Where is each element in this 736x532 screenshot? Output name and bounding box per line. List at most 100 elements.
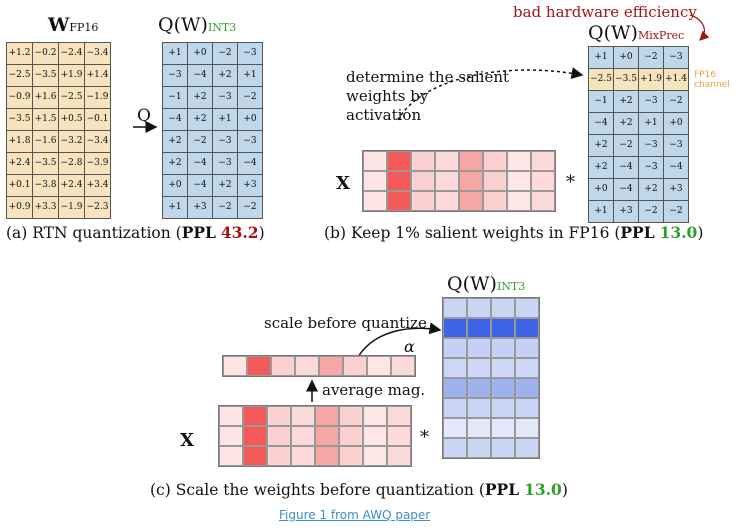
fp16-label-line1: FP16	[694, 70, 717, 80]
matrix-cell: −2	[638, 200, 664, 223]
matrix-cell: −3	[638, 90, 664, 113]
fp16-weight-matrix: +1.2 −0.2 −2.4 −3.4 −2.5 −3.5 +1.9 +1.4 −0.9 +1.6…	[6, 42, 111, 219]
q-int3-header-c: Q(W)INT3	[447, 273, 525, 295]
caption-a-pre: (a) RTN quantization (	[6, 224, 182, 242]
heat-cell	[467, 358, 491, 378]
alpha-symbol: α	[404, 337, 415, 356]
figure-source-link[interactable]: Figure 1 from AWQ paper	[279, 508, 431, 522]
heat-cell	[315, 406, 339, 426]
heat-cell	[243, 446, 267, 466]
matrix-cell: +2	[588, 134, 614, 157]
matrix-cell: +1	[162, 196, 188, 219]
matrix-cell: +3	[663, 178, 689, 201]
matrix-cell: −3.8	[32, 174, 59, 197]
multiply-b: *	[566, 172, 575, 193]
caption-a: (a) RTN quantization (PPL 43.2)	[6, 223, 265, 242]
matrix-cell: −2.4	[58, 42, 85, 65]
q-sub-b: MixPrec	[637, 29, 685, 42]
heat-cell	[515, 338, 539, 358]
matrix-cell: −3	[638, 134, 664, 157]
matrix-cell: +0.5	[58, 108, 85, 131]
heat-cell	[443, 378, 467, 398]
caption-c-post: )	[561, 481, 568, 499]
matrix-row: +2 −2 −3 −3	[588, 134, 689, 157]
multiply-c: *	[420, 427, 429, 448]
matrix-cell: −1.6	[32, 130, 59, 153]
heat-cell	[271, 356, 295, 376]
heat-cell	[291, 406, 315, 426]
fp16-channel-label: FP16 channel	[694, 70, 730, 90]
salient-dashed-arrow	[397, 67, 584, 121]
heat-cell	[243, 426, 267, 446]
heat-cell	[491, 378, 515, 398]
heat-cell	[367, 356, 391, 376]
matrix-cell: +3.4	[84, 174, 111, 197]
heat-cell	[531, 191, 555, 211]
matrix-row: +0.9 +3.3 −1.9 −2.3	[6, 196, 111, 219]
q-symbol-b: Q(W)	[588, 22, 638, 44]
matrix-cell: +2.4	[6, 152, 33, 175]
caption-b: (b) Keep 1% salient weights in FP16 (PPL…	[324, 223, 703, 242]
heat-cell	[467, 318, 491, 338]
heat-cell	[411, 191, 435, 211]
fp16-label-line2: channel	[694, 80, 730, 90]
heat-cell	[267, 406, 291, 426]
average-mag-strip	[222, 355, 416, 377]
heat-cell	[467, 398, 491, 418]
matrix-row: +1 +3 −2 −2	[162, 196, 263, 219]
heat-cell	[387, 171, 411, 191]
matrix-cell: +1.6	[32, 86, 59, 109]
salient-line-2: weights by	[346, 87, 429, 105]
matrix-cell: +3	[187, 196, 213, 219]
matrix-cell: −3	[663, 134, 689, 157]
salient-annotation: determine the salient weights by activat…	[346, 68, 509, 125]
heat-cell	[443, 318, 467, 338]
matrix-cell: −4	[187, 152, 213, 175]
matrix-cell: −0.2	[32, 42, 59, 65]
matrix-row: +2 −2 −3 −3	[162, 130, 263, 153]
heat-cell	[491, 398, 515, 418]
heat-cell	[515, 358, 539, 378]
heat-cell	[507, 171, 531, 191]
heat-cell	[387, 426, 411, 446]
matrix-cell: −1	[162, 86, 188, 109]
matrix-cell: −3	[638, 156, 664, 179]
activation-heatmap-b	[362, 150, 556, 212]
heat-cell	[391, 356, 415, 376]
salient-line-1: determine the salient	[346, 68, 510, 86]
heat-cell	[443, 298, 467, 318]
matrix-cell: −2	[237, 196, 263, 219]
matrix-cell: +3	[613, 200, 639, 223]
heat-cell	[483, 151, 507, 171]
heat-cell	[343, 356, 367, 376]
heat-cell	[443, 418, 467, 438]
matrix-cell: −4	[162, 108, 188, 131]
matrix-row: +1 +3 −2 −2	[588, 200, 689, 223]
matrix-cell: +0	[588, 178, 614, 201]
heat-cell	[363, 446, 387, 466]
matrix-cell: −4	[588, 112, 614, 135]
matrix-cell: −3	[663, 46, 689, 69]
heat-cell	[491, 298, 515, 318]
matrix-cell: +2	[588, 156, 614, 179]
matrix-cell: +0	[187, 42, 213, 65]
average-annotation: average mag.	[322, 381, 426, 399]
scale-annotation: scale before quantize	[264, 314, 427, 332]
hardware-annotation: bad hardware efficiency	[513, 3, 697, 21]
matrix-cell: +1.4	[84, 64, 111, 87]
heat-cell	[483, 171, 507, 191]
heat-cell	[339, 446, 363, 466]
heat-cell	[515, 318, 539, 338]
matrix-cell: +2	[613, 90, 639, 113]
matrix-cell: −1	[588, 90, 614, 113]
matrix-cell: +2	[212, 174, 238, 197]
matrix-cell: −2	[212, 196, 238, 219]
heat-cell	[243, 406, 267, 426]
matrix-cell: +1.5	[32, 108, 59, 131]
heat-cell	[459, 151, 483, 171]
matrix-cell: −2	[638, 46, 664, 69]
heat-cell	[507, 151, 531, 171]
heat-cell	[467, 338, 491, 358]
matrix-cell: +0	[237, 108, 263, 131]
